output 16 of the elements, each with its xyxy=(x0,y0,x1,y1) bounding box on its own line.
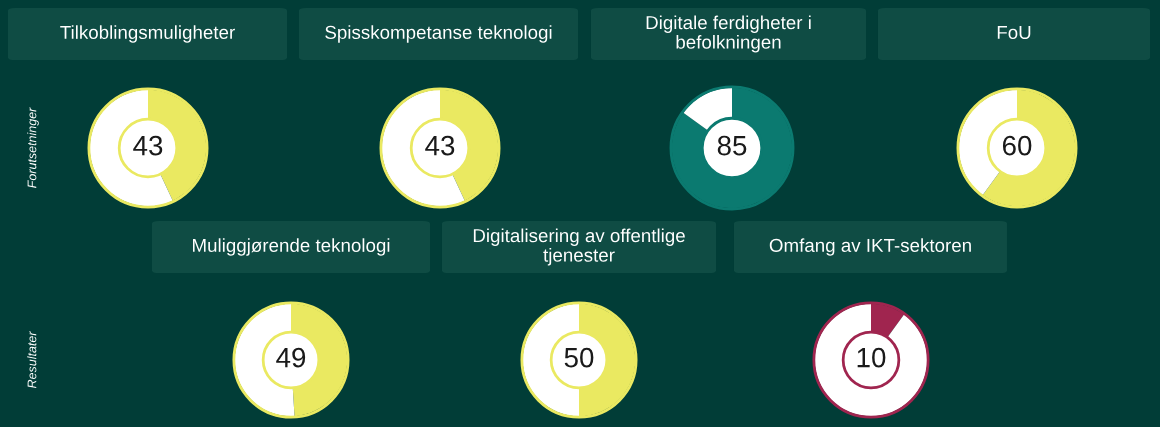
data-label: 10 xyxy=(857,347,886,368)
data-label: 60 xyxy=(1002,135,1032,156)
chart-title: Tilkoblingsmuligheter xyxy=(60,25,235,43)
text: Resultater xyxy=(27,331,37,389)
chart-title: Digitalisering av offentlige tjenester xyxy=(473,228,685,266)
data-label: 85 xyxy=(717,135,747,156)
data-label: 50 xyxy=(564,347,594,368)
text: Forutsetninger xyxy=(27,107,39,188)
chart-title: Omfang av IKT-sektoren xyxy=(769,238,971,256)
data-label: 49 xyxy=(276,347,306,368)
chart-title: FoU xyxy=(997,25,1031,40)
chart-title: Spisskompetanse teknologi xyxy=(325,25,552,43)
chart-title: Muliggjørende teknologi xyxy=(193,238,390,256)
chart-title: Digitale ferdigheter i befolkningen xyxy=(646,15,811,53)
data-label: 43 xyxy=(133,135,163,156)
data-label: 43 xyxy=(425,135,455,156)
